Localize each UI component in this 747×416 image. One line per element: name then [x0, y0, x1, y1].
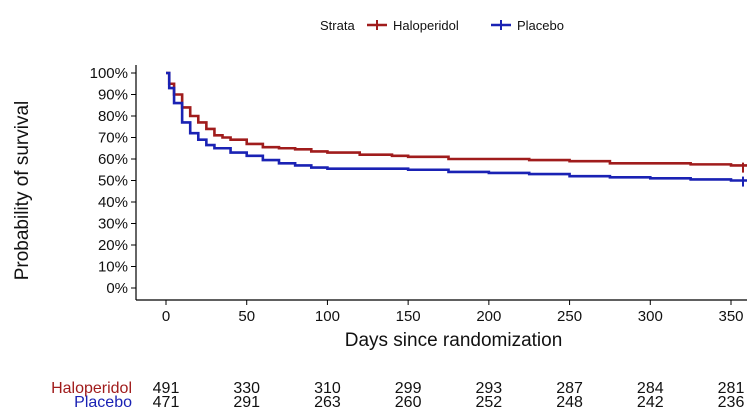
series-line-haloperidol [166, 71, 747, 167]
legend-title: Strata [320, 18, 355, 33]
y-tick-label: 10% [98, 259, 128, 276]
x-tick-label: 250 [557, 308, 582, 325]
series-line-placebo [166, 71, 747, 182]
y-tick-label: 40% [98, 194, 128, 211]
y-tick-label: 20% [98, 237, 128, 254]
risk-table-value-placebo: 260 [395, 394, 422, 411]
y-tick-label: 60% [98, 151, 128, 168]
x-tick-label: 150 [396, 308, 421, 325]
x-tick-label: 100 [315, 308, 340, 325]
x-tick-label: 50 [238, 308, 255, 325]
x-tick-label: 0 [162, 308, 170, 325]
y-tick-label: 50% [98, 173, 128, 190]
risk-table-label-placebo: Placebo [74, 394, 132, 411]
legend-label-haloperidol: Haloperidol [393, 18, 459, 33]
y-tick-label: 90% [98, 87, 128, 104]
risk-table-value-placebo: 236 [718, 394, 745, 411]
risk-table-value-haloperidol: 281 [718, 380, 745, 397]
risk-table-value-haloperidol: 284 [637, 380, 664, 397]
legend-label-placebo: Placebo [517, 18, 564, 33]
y-tick-label: 100% [90, 65, 128, 82]
y-tick-label: 0% [106, 280, 128, 297]
risk-table-value-haloperidol: 299 [395, 380, 422, 397]
risk-table-value-haloperidol: 330 [233, 380, 260, 397]
risk-table-label-haloperidol: Haloperidol [51, 380, 132, 397]
risk-table-value-placebo: 248 [556, 394, 583, 411]
y-axis-title: Probability of survival [12, 101, 33, 281]
risk-table-value-haloperidol: 287 [556, 380, 583, 397]
y-tick-label: 80% [98, 108, 128, 125]
risk-table-value-placebo: 291 [233, 394, 260, 411]
risk-table-value-haloperidol: 310 [314, 380, 341, 397]
y-tick-label: 70% [98, 130, 128, 147]
risk-table-value-placebo: 471 [153, 394, 180, 411]
risk-table-value-placebo: 263 [314, 394, 341, 411]
x-tick-label: 350 [718, 308, 743, 325]
risk-table-value-haloperidol: 293 [476, 380, 503, 397]
risk-table-value-placebo: 242 [637, 394, 664, 411]
risk-table-value-placebo: 252 [476, 394, 503, 411]
x-tick-label: 300 [638, 308, 663, 325]
x-tick-label: 200 [476, 308, 501, 325]
x-axis-title: Days since randomization [345, 330, 563, 351]
y-tick-label: 30% [98, 216, 128, 233]
risk-table-value-haloperidol: 491 [153, 380, 180, 397]
